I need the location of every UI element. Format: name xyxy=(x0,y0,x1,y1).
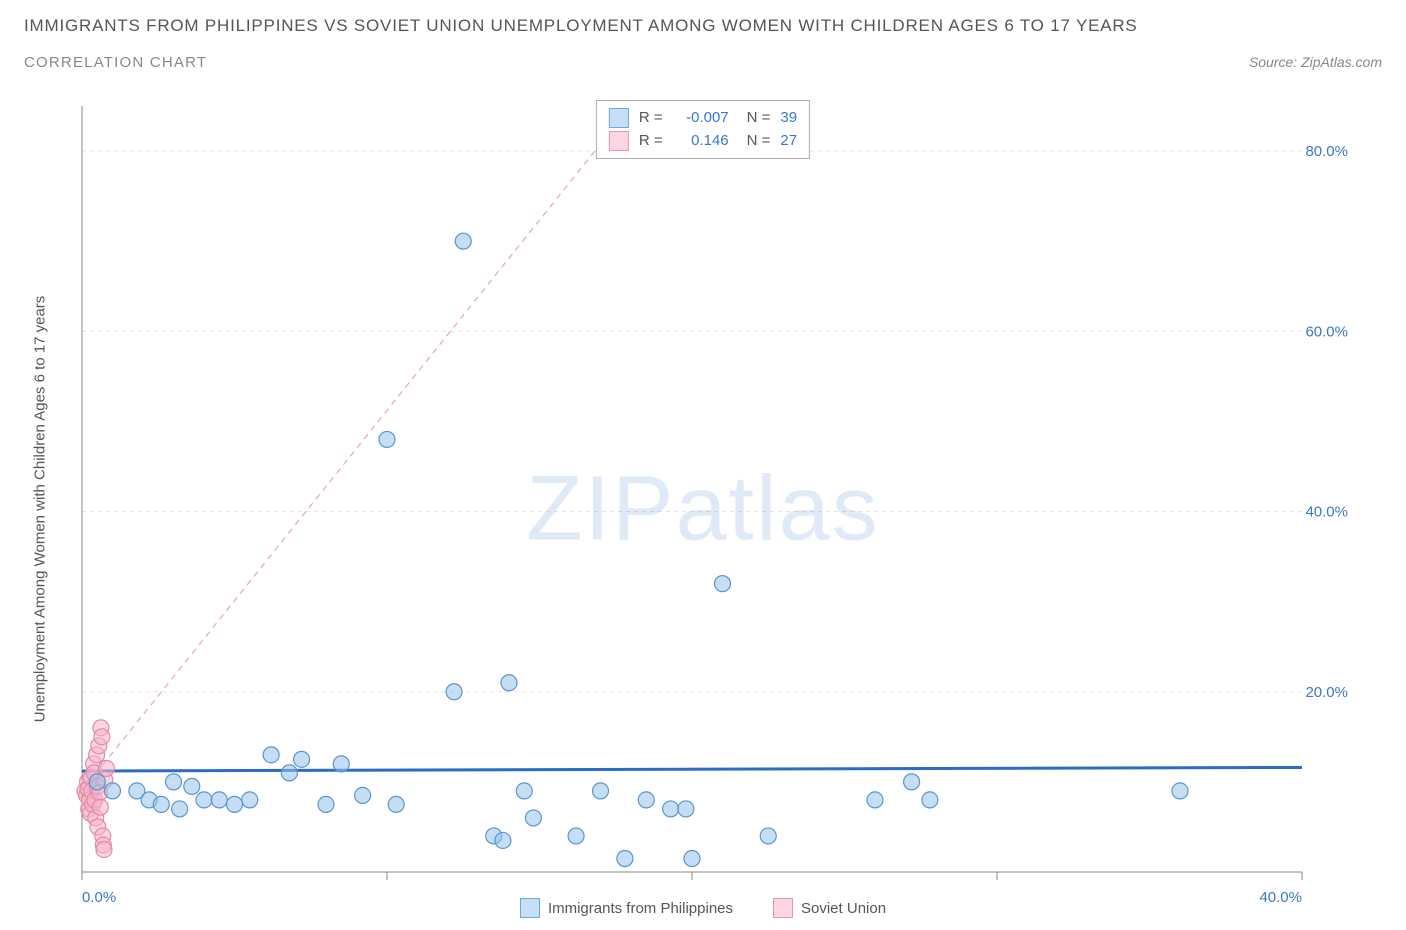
chart-subtitle: CORRELATION CHART xyxy=(24,54,207,71)
bottom-legend-label: Soviet Union xyxy=(801,900,886,917)
y-axis-label: Unemployment Among Women with Children A… xyxy=(32,296,49,723)
bottom-legend-label: Immigrants from Philippines xyxy=(548,900,733,917)
legend-swatch xyxy=(609,131,629,151)
bottom-legend-item: Immigrants from Philippines xyxy=(520,898,733,918)
svg-text:20.0%: 20.0% xyxy=(1305,684,1348,701)
svg-text:40.0%: 40.0% xyxy=(1305,504,1348,521)
legend-swatch xyxy=(773,898,793,918)
source-attribution: Source: ZipAtlas.com xyxy=(1249,54,1382,70)
legend-swatch xyxy=(520,898,540,918)
svg-text:60.0%: 60.0% xyxy=(1305,323,1348,340)
legend-swatch xyxy=(609,108,629,128)
chart-container: Unemployment Among Women with Children A… xyxy=(24,100,1382,918)
scatter-plot: 20.0%40.0%60.0%80.0%0.0%40.0% xyxy=(24,100,1382,918)
stats-legend-row: R =-0.007N =39 xyxy=(609,107,797,130)
stats-legend-row: R =0.146N =27 xyxy=(609,130,797,153)
svg-text:80.0%: 80.0% xyxy=(1305,143,1348,160)
bottom-legend-item: Soviet Union xyxy=(773,898,886,918)
bottom-legend: Immigrants from Philippines Soviet Union xyxy=(24,898,1382,918)
chart-title: IMMIGRANTS FROM PHILIPPINES VS SOVIET UN… xyxy=(24,16,1382,36)
stats-legend: R =-0.007N =39R =0.146N =27 xyxy=(596,100,810,159)
